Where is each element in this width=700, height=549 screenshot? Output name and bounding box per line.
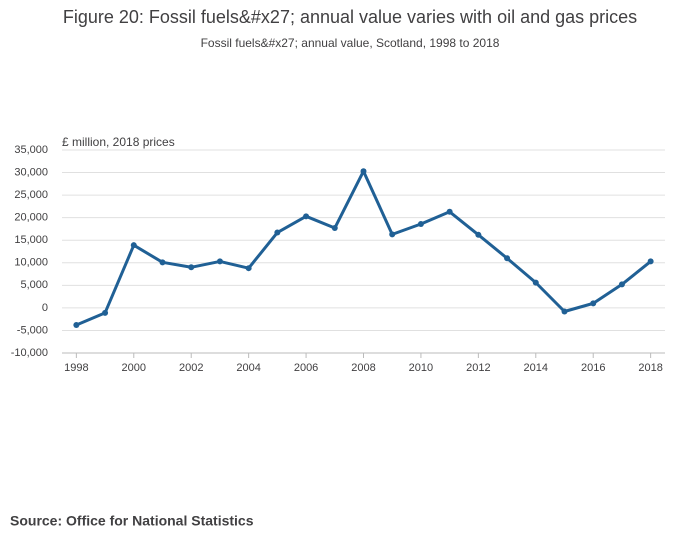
line xyxy=(75,169,652,327)
point xyxy=(475,231,482,238)
point xyxy=(188,264,195,271)
x-tick-label: 2002 xyxy=(179,362,203,374)
point xyxy=(303,213,310,220)
point xyxy=(331,225,338,232)
point xyxy=(245,265,252,272)
y-axis-label: £ million, 2018 prices xyxy=(62,135,175,149)
point xyxy=(446,208,453,215)
y-tick-label: 25,000 xyxy=(14,189,48,201)
x-tick-label: 2008 xyxy=(351,362,375,374)
source: Source: Office for National Statistics xyxy=(10,513,254,529)
x-tick-label: 2004 xyxy=(236,362,260,374)
point xyxy=(102,309,109,316)
y-tick-label: 0 xyxy=(42,302,48,314)
x-tick-label: 2000 xyxy=(122,362,146,374)
x-tick-label: 2014 xyxy=(524,362,548,374)
y-tick-label: -10,000 xyxy=(11,347,48,359)
point xyxy=(216,258,223,265)
point xyxy=(417,220,424,227)
x-tick-label: 1998 xyxy=(64,362,88,374)
y-tick-label: 35,000 xyxy=(14,144,48,156)
point xyxy=(561,308,568,315)
point xyxy=(618,281,625,288)
point xyxy=(274,229,281,236)
point xyxy=(130,242,137,249)
point xyxy=(360,168,367,175)
y-tick-label: 5,000 xyxy=(20,279,48,291)
y-tick-label: -5,000 xyxy=(17,324,48,336)
x-tick-label: 2018 xyxy=(638,362,662,374)
chart-subtitle: Fossil fuels&#x27; annual value, Scotlan… xyxy=(201,36,500,50)
x-tick-label: 2012 xyxy=(466,362,490,374)
x-tick-label: 2010 xyxy=(409,362,433,374)
y-tick-label: 10,000 xyxy=(14,257,48,269)
point xyxy=(504,255,511,262)
point xyxy=(532,279,539,286)
x-tick-label: 2006 xyxy=(294,362,318,374)
x-tick-label: 2016 xyxy=(581,362,605,374)
chart-title: Figure 20: Fossil fuels&#x27; annual val… xyxy=(63,7,637,27)
point xyxy=(159,259,166,266)
point xyxy=(73,322,80,329)
point xyxy=(647,258,654,265)
y-tick-label: 15,000 xyxy=(14,234,48,246)
point xyxy=(590,300,597,307)
point xyxy=(389,231,396,238)
y-tick-label: 30,000 xyxy=(14,166,48,178)
y-tick-label: 20,000 xyxy=(14,212,48,224)
